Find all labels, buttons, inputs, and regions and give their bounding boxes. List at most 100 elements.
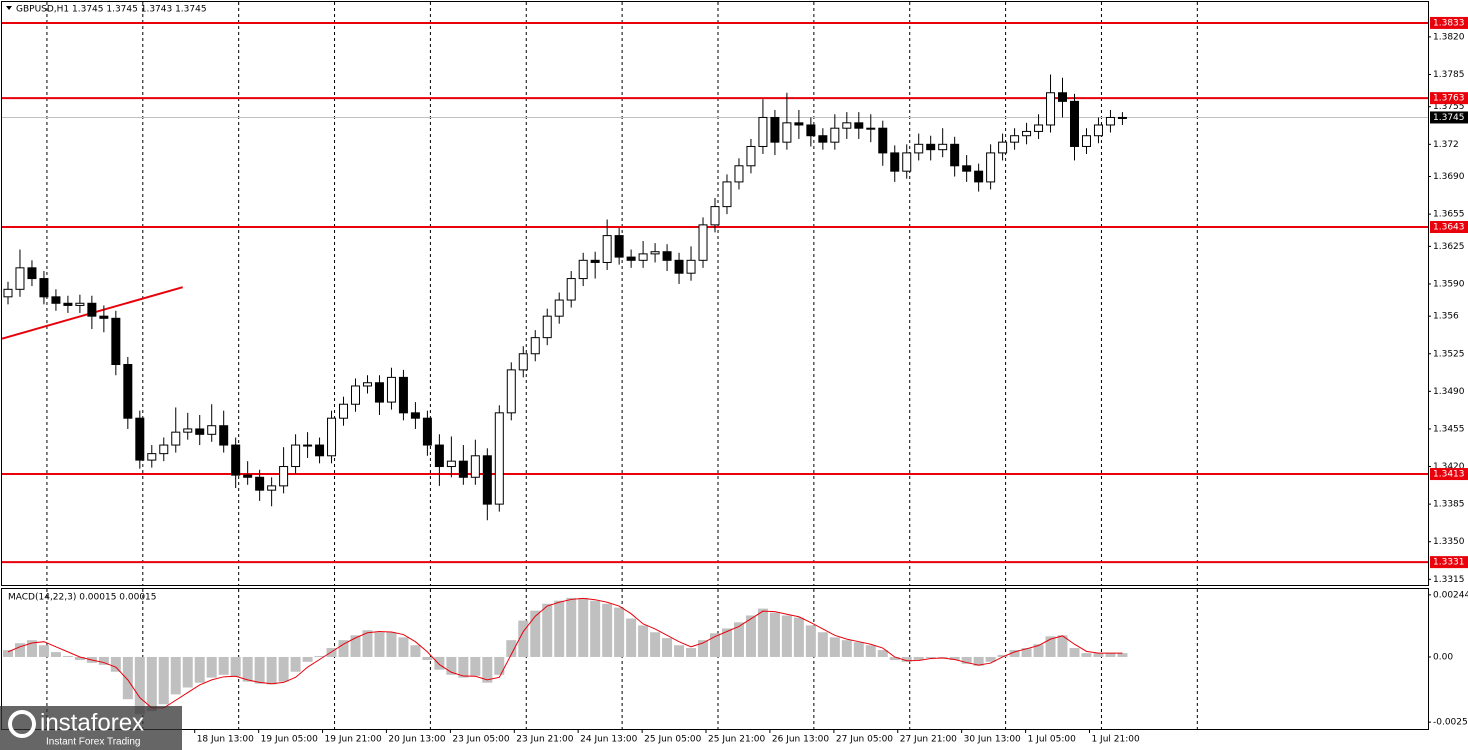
macd-bar (326, 648, 337, 657)
candle-body (195, 428, 205, 435)
candle-body (482, 455, 492, 505)
macd-bar (793, 617, 804, 657)
macd-bar (686, 648, 697, 657)
candle-body (111, 317, 121, 365)
macd-bar (710, 633, 720, 657)
candle-body (99, 315, 109, 319)
macd-bar (698, 640, 709, 657)
x-tick-label: 1 Jul 05:00 (1028, 735, 1077, 745)
level-box (1430, 221, 1468, 234)
macd-bar (626, 618, 637, 657)
macd-bar (721, 628, 732, 657)
macd-bar (554, 600, 565, 657)
macd-bar (1117, 653, 1128, 657)
macd-bar (266, 656, 277, 685)
level-box (1430, 16, 1468, 29)
macd-bar (26, 640, 37, 657)
macd-bar (410, 645, 421, 657)
candle-body (135, 417, 145, 461)
candle-body (87, 302, 97, 317)
macd-bar (218, 656, 229, 675)
candle-body (686, 259, 696, 274)
level-box (1430, 556, 1468, 569)
watermark-name: instaforex (40, 709, 144, 736)
candle-body (398, 376, 408, 414)
level-box (1430, 468, 1468, 481)
candle-body (1069, 100, 1079, 147)
candle-body (434, 444, 444, 468)
x-tick-label: 19 Jun 21:00 (325, 735, 382, 745)
candle-body (1022, 130, 1032, 137)
macd-bar (817, 632, 828, 657)
macd-bar (470, 656, 481, 676)
macd-bar (482, 656, 493, 683)
candle-body (806, 124, 816, 137)
macd-bar (422, 656, 433, 661)
x-tick-label: 20 Jun 13:00 (388, 735, 445, 745)
candle-body (1058, 92, 1068, 102)
macd-bar (650, 632, 661, 657)
macd-bar (602, 603, 613, 657)
macd-bar (338, 640, 349, 657)
candle-body (219, 425, 229, 446)
candle-body (794, 122, 804, 126)
y-tick-label: 1.3525 (1433, 349, 1465, 359)
candle-body (602, 235, 612, 263)
current-price-box (1430, 111, 1468, 124)
macd-bar (1069, 648, 1080, 657)
macd-bar (889, 656, 900, 661)
macd-bar (182, 656, 193, 688)
x-tick-label: 27 Jun 05:00 (836, 735, 893, 745)
macd-bar (374, 632, 385, 657)
candle-body (914, 143, 924, 154)
candle-body (458, 460, 468, 478)
candle-body (303, 444, 313, 447)
y-tick-label: 1.3455 (1433, 424, 1465, 434)
macd-bar (757, 608, 768, 657)
macd-bar (542, 603, 553, 657)
y-tick-label: 1.3350 (1433, 537, 1465, 547)
candle-body (339, 403, 349, 419)
y-tick-label: 1.3590 (1433, 279, 1465, 289)
candle-body (698, 224, 708, 261)
macd-bar (733, 622, 744, 657)
y-tick-label: 1.3315 (1433, 575, 1465, 585)
candle-body (614, 235, 624, 258)
candle-body (422, 417, 432, 446)
x-tick-label: 23 Jun 21:00 (516, 735, 573, 745)
y-tick-label: 1.3820 (1433, 32, 1465, 42)
candle-body (746, 145, 756, 167)
macd-bar (877, 650, 888, 657)
candle-body (782, 122, 792, 143)
macd-bar (518, 620, 529, 657)
y-tick-label: 1.356 (1433, 312, 1459, 322)
candle-body (926, 143, 936, 151)
candle-body (207, 425, 217, 435)
macd-bar (38, 645, 49, 657)
candle-body (830, 127, 840, 143)
level-label: 1.3833 (1433, 18, 1465, 28)
macd-bar (506, 640, 517, 657)
watermark-icon (8, 710, 36, 738)
macd-bar (290, 656, 301, 672)
candle-body (39, 278, 49, 298)
y-tick-label: 1.372 (1433, 140, 1459, 150)
macd-bar (590, 600, 601, 657)
x-tick-label: 24 Jun 13:00 (580, 735, 637, 745)
macd-bar (170, 656, 181, 695)
candle-body (279, 466, 289, 487)
watermark: instaforex Instant Forex Trading (0, 706, 182, 750)
candle-body (15, 267, 25, 290)
macd-bar (973, 656, 984, 666)
macd-bar (254, 656, 265, 684)
macd-bar (314, 655, 325, 657)
candle-body (75, 302, 85, 306)
macd-bar (146, 656, 157, 712)
candle-body (578, 259, 588, 280)
x-tick-label: 26 Jun 13:00 (772, 735, 829, 745)
candle-body (410, 412, 420, 419)
macd-bar (242, 656, 253, 682)
candle-body (27, 267, 37, 280)
macd-bar (566, 597, 577, 657)
